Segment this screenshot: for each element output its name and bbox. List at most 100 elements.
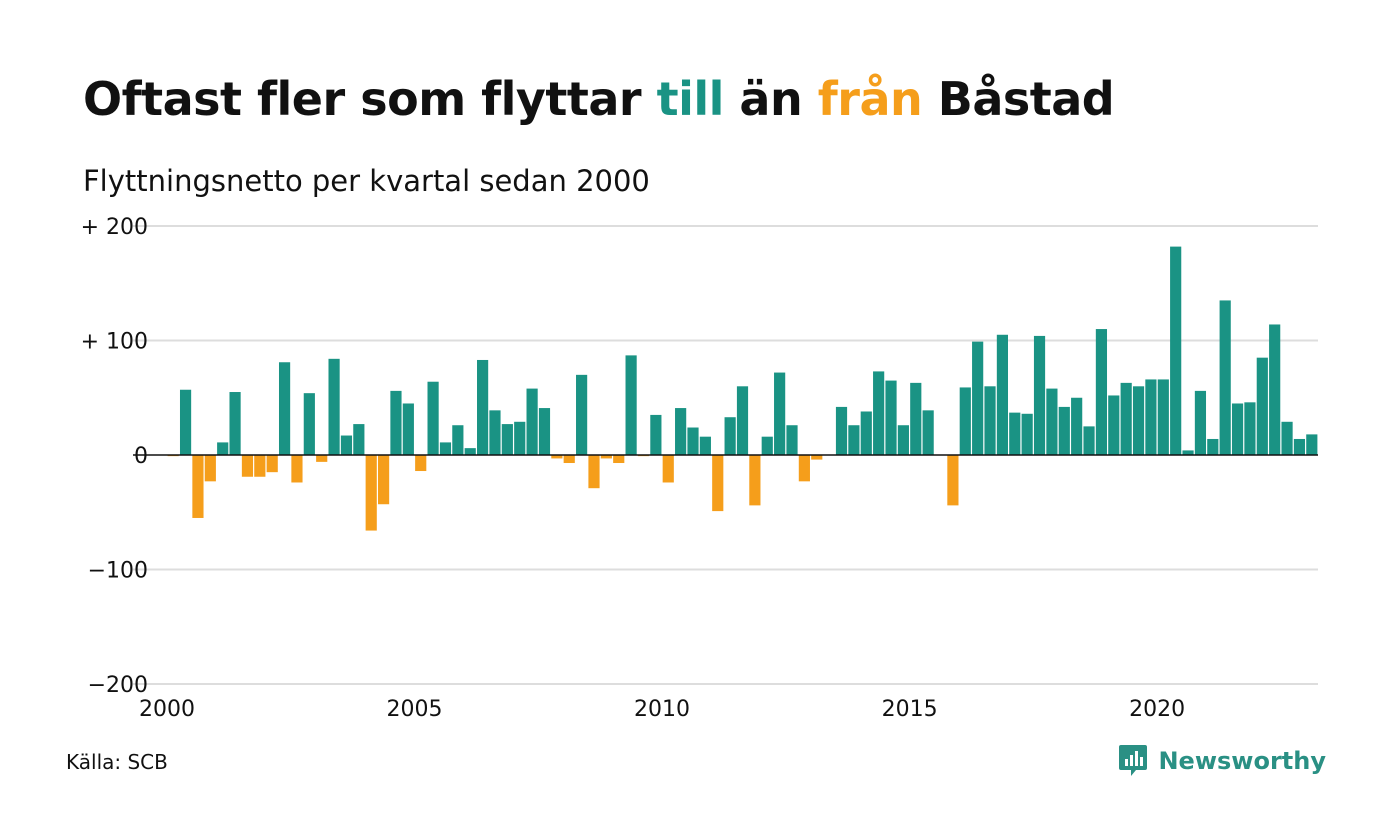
bar (1021, 413, 1033, 455)
bar (427, 381, 439, 455)
bar (984, 386, 996, 455)
bar (761, 436, 773, 455)
y-tick-label: −200 (88, 673, 148, 698)
bar (1256, 357, 1268, 455)
title-part-2: än (723, 72, 818, 126)
bar (254, 455, 266, 477)
bar (811, 455, 823, 460)
bar (328, 358, 340, 455)
bar (687, 427, 699, 455)
bar (204, 455, 216, 482)
bar (464, 448, 476, 455)
bar (848, 425, 860, 455)
x-tick-label: 2010 (634, 697, 690, 722)
bar (1132, 386, 1145, 455)
bar (291, 455, 303, 483)
x-tick-label: 2000 (139, 697, 195, 722)
bar (1157, 379, 1169, 455)
bar (650, 414, 662, 455)
bar (489, 410, 501, 455)
title-highlight-fran: från (817, 72, 923, 126)
bar (415, 455, 427, 472)
bar (600, 455, 612, 459)
y-tick-label: 0 (134, 444, 148, 469)
bar (1207, 438, 1219, 455)
bar (835, 406, 848, 455)
x-tick-label: 2015 (882, 697, 938, 722)
chart-title: Oftast fler som flyttar till än från Bås… (83, 72, 1115, 126)
bar (1145, 379, 1157, 455)
chart-subtitle: Flyttningsnetto per kvartal sedan 2000 (83, 164, 650, 198)
bar (786, 425, 798, 455)
bar (316, 455, 328, 462)
bar (959, 387, 971, 455)
bar (229, 392, 241, 455)
title-part-1: Oftast fler som flyttar (83, 72, 657, 126)
bar (1244, 402, 1256, 455)
bar (1306, 434, 1318, 455)
bar (1231, 403, 1244, 455)
bar (192, 455, 204, 518)
y-tick-label: + 100 (81, 330, 148, 355)
brand: Newsworthy (1118, 744, 1326, 778)
bar (1120, 382, 1132, 455)
bar (563, 455, 575, 464)
bar (1170, 246, 1182, 455)
y-tick-label: + 200 (81, 215, 148, 240)
bar (179, 389, 192, 455)
bar (576, 374, 588, 455)
bar (662, 455, 674, 483)
y-tick-label: −100 (88, 559, 148, 584)
bar (749, 455, 761, 506)
bar (340, 435, 353, 455)
bar (1293, 438, 1306, 455)
bar (922, 410, 934, 455)
bar (712, 455, 724, 512)
bar (724, 417, 736, 455)
bar (1095, 329, 1108, 455)
bar (452, 425, 464, 455)
x-tick-label: 2005 (387, 697, 443, 722)
bar (439, 442, 452, 455)
bar (910, 382, 922, 455)
bar (1194, 390, 1207, 455)
bar (736, 386, 749, 455)
bar (402, 403, 414, 455)
bar (538, 408, 551, 455)
bar (1009, 412, 1021, 455)
bar (588, 455, 600, 489)
bar (266, 455, 278, 473)
bar (1058, 406, 1070, 455)
bar (526, 388, 538, 455)
bar (501, 424, 513, 455)
bar (774, 372, 786, 455)
bar (217, 442, 229, 455)
bar (873, 371, 885, 455)
bar (390, 390, 402, 455)
bar (551, 455, 563, 459)
bar (972, 341, 984, 455)
bar (1083, 426, 1095, 456)
bar (947, 455, 959, 506)
x-tick-label: 2020 (1129, 697, 1185, 722)
bar (1033, 335, 1046, 455)
bar (1108, 395, 1120, 455)
bar (241, 455, 254, 477)
bar (798, 455, 810, 482)
bar (699, 436, 711, 455)
bar (378, 455, 390, 505)
brand-name: Newsworthy (1158, 747, 1326, 775)
bar (365, 455, 377, 531)
title-highlight-till: till (656, 72, 725, 126)
bar (1269, 324, 1281, 455)
bar (1182, 450, 1194, 455)
bar (353, 424, 365, 455)
bar (897, 425, 909, 455)
bar (675, 408, 687, 455)
bar (1046, 388, 1058, 455)
bar (996, 334, 1008, 455)
bar (1281, 421, 1293, 455)
bar (477, 359, 489, 455)
source-note: Källa: SCB (66, 750, 168, 774)
bar (885, 380, 897, 455)
